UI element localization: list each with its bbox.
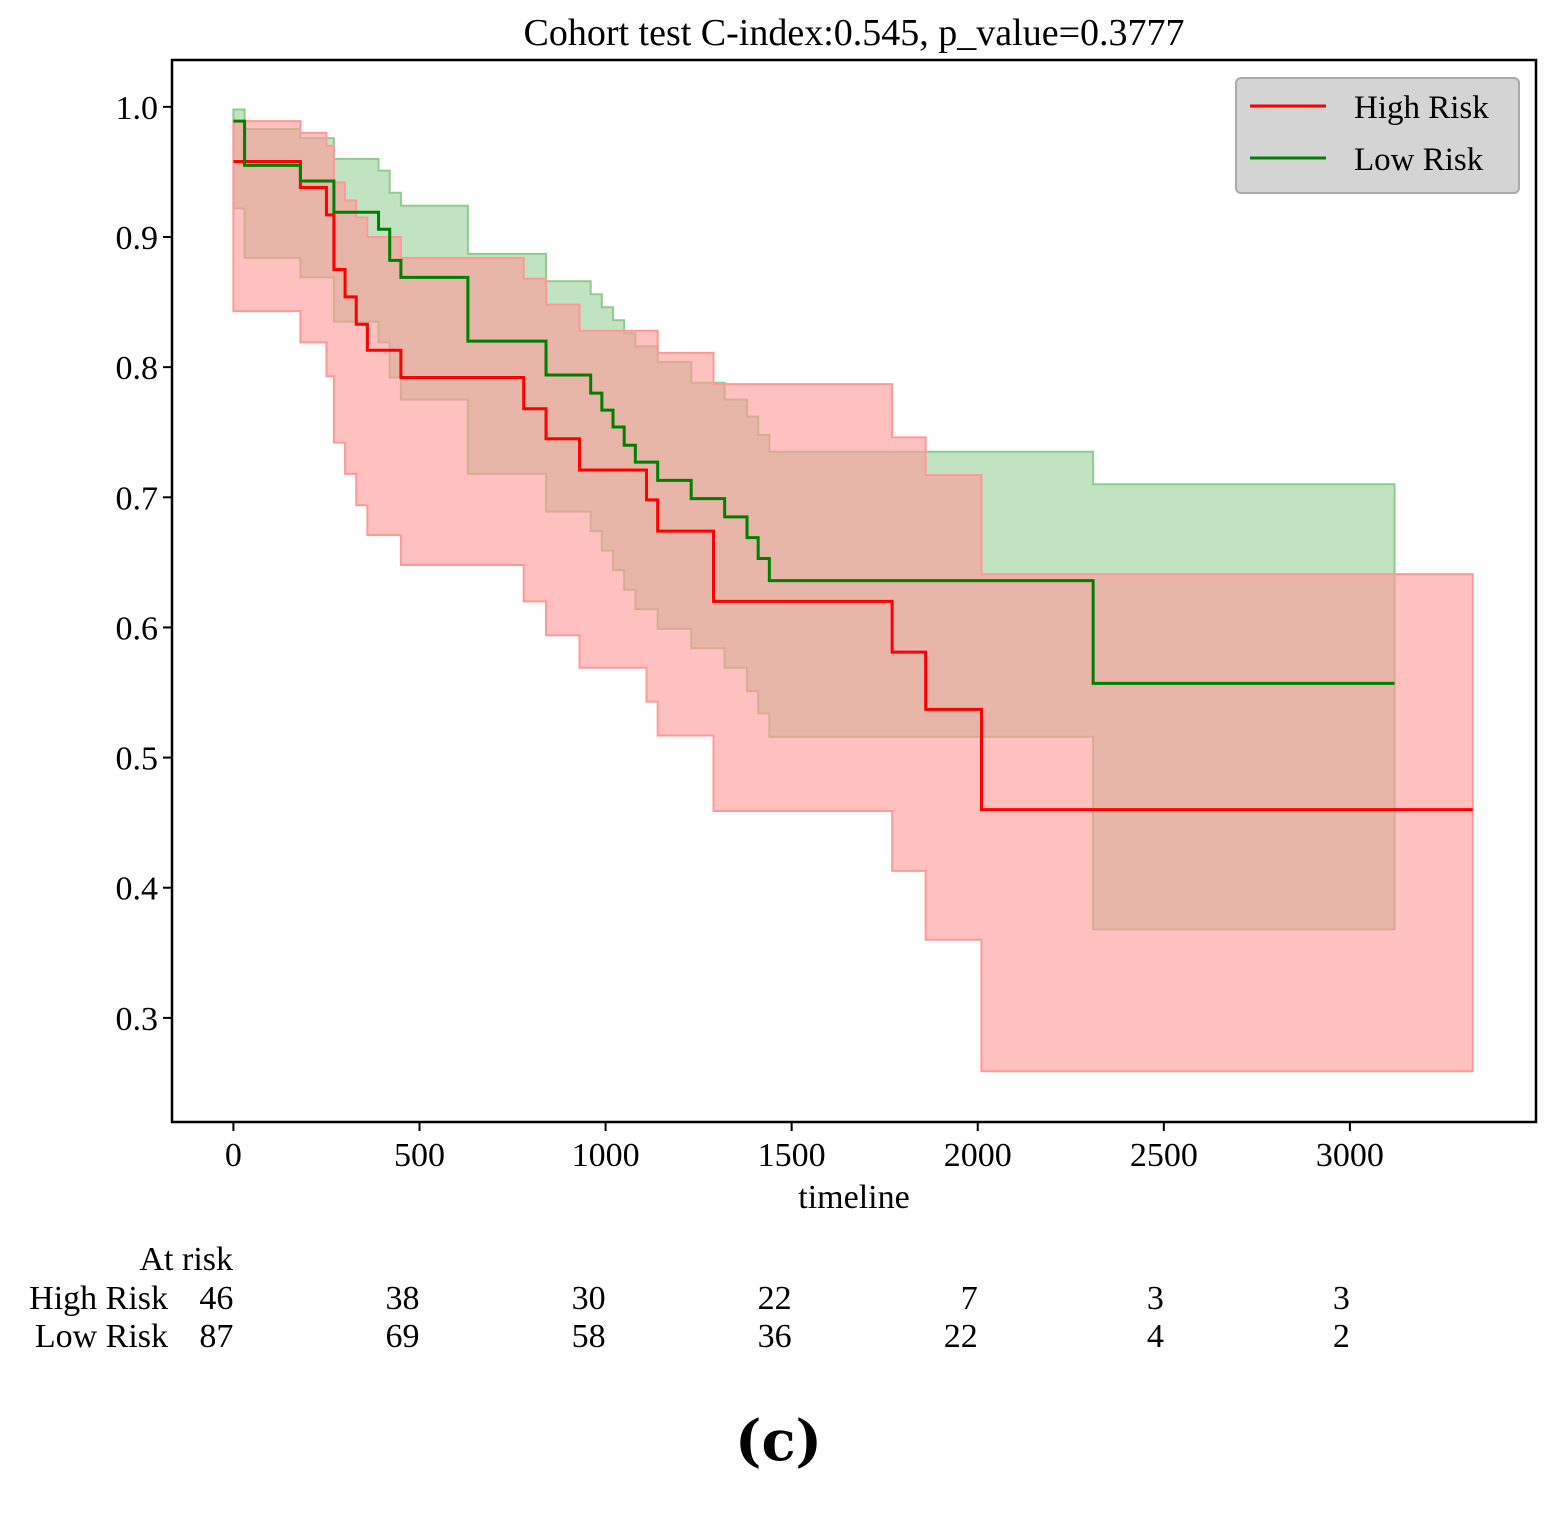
plot-frame — [170, 58, 1538, 1124]
y-tick-label: 0.5 — [116, 741, 159, 778]
at-risk-count: 22 — [758, 1280, 792, 1317]
y-tick-label: 0.4 — [116, 871, 159, 908]
chart-title: Cohort test C-index:0.545, p_value=0.377… — [523, 12, 1184, 54]
at-risk-count: 4 — [1147, 1318, 1164, 1355]
at-risk-count: 30 — [572, 1280, 606, 1317]
legend-label-high-risk: High Risk — [1354, 90, 1489, 126]
y-tick-label: 0.7 — [116, 480, 159, 517]
at-risk-count: 38 — [385, 1280, 419, 1317]
y-tick-label: 0.6 — [116, 610, 159, 647]
x-tick-label: 1500 — [758, 1137, 826, 1174]
at-risk-count: 22 — [944, 1318, 978, 1355]
at-risk-count: 58 — [572, 1318, 606, 1355]
at-risk-counts: 46 38 30 22 7 3 387 69 58 36 22 4 2 — [199, 1280, 1350, 1355]
y-tick-label: 1.0 — [116, 90, 159, 127]
y-axis: 0.3 0.4 0.5 0.6 0.7 0.8 0.9 1.0 — [116, 90, 172, 1038]
y-tick-label: 0.3 — [116, 1001, 159, 1038]
x-tick-label: 500 — [394, 1137, 445, 1174]
at-risk-count: 36 — [758, 1318, 792, 1355]
x-tick-label: 2000 — [944, 1137, 1012, 1174]
figure-caption: (c) — [734, 1408, 823, 1474]
at-risk-count: 3 — [1333, 1280, 1350, 1317]
at-risk-row-label-low: Low Risk — [35, 1318, 168, 1355]
x-tick-label: 0 — [225, 1137, 242, 1174]
confidence-bands — [232, 108, 1474, 1073]
x-tick-label: 2500 — [1130, 1137, 1198, 1174]
survival-line-high-risk — [233, 160, 1473, 812]
x-axis: 0 500 1000 1500 2000 2500 3000 — [225, 1122, 1384, 1174]
survival-curves — [233, 119, 1473, 812]
ci-band-high-risk — [232, 120, 1474, 1073]
x-tick-label: 1000 — [572, 1137, 640, 1174]
km-chart: Cohort test C-index:0.545, p_value=0.377… — [29, 12, 1538, 1355]
legend: High Risk Low Risk — [1235, 77, 1520, 194]
x-tick-label: 3000 — [1316, 1137, 1384, 1174]
at-risk-count: 46 — [199, 1280, 233, 1317]
at-risk-row-label-high: High Risk — [29, 1280, 168, 1317]
at-risk-header: At risk — [140, 1241, 234, 1278]
at-risk-count: 87 — [199, 1318, 233, 1355]
survival-line-low-risk — [233, 119, 1395, 685]
y-tick-label: 0.9 — [116, 220, 159, 257]
y-tick-label: 0.8 — [116, 350, 159, 387]
at-risk-count: 69 — [385, 1318, 419, 1355]
legend-label-low-risk: Low Risk — [1354, 142, 1484, 178]
at-risk-count: 7 — [961, 1280, 978, 1317]
at-risk-count: 3 — [1147, 1280, 1164, 1317]
at-risk-count: 2 — [1333, 1318, 1350, 1355]
x-axis-label: timeline — [798, 1179, 909, 1216]
at-risk-table: At risk High Risk Low Risk 46 38 30 22 7 3 387… — [29, 1241, 1350, 1355]
